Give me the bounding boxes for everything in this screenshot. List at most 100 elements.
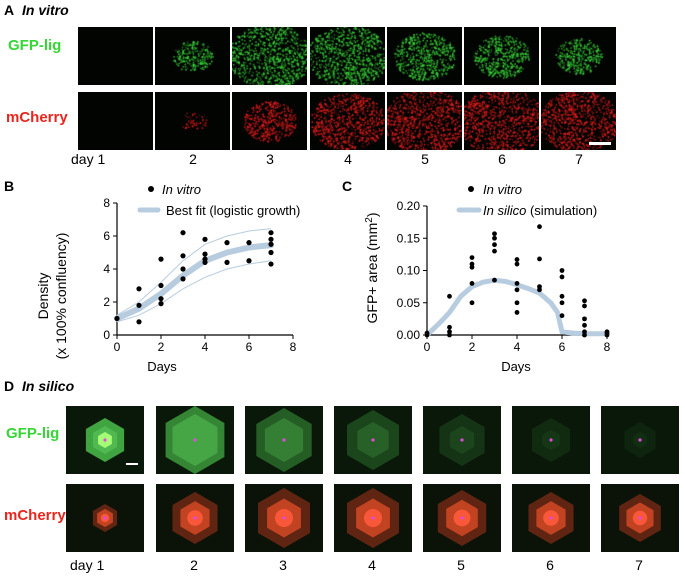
seed-marker xyxy=(103,516,107,520)
panel-b-data-point xyxy=(114,315,120,322)
panel-a-mcherry-image-day-5 xyxy=(387,92,462,150)
panel-d-gfp-sim-day-5 xyxy=(423,406,501,474)
panel-c-x-tick-label: 0 xyxy=(424,340,431,354)
panel-b-data-point xyxy=(180,230,186,236)
panel-a-mcherry-image-day-3 xyxy=(232,92,307,150)
panel-d-letter: D xyxy=(4,378,15,394)
scale-bar xyxy=(589,142,611,145)
panel-b-data-point xyxy=(202,256,208,262)
panel-c-ylabel: GFP+ area (mm2) xyxy=(364,213,380,324)
panel-a-mcherry-image-day-6 xyxy=(464,92,539,150)
seed-marker xyxy=(460,516,464,520)
panel-d-gfp-sim-day-6 xyxy=(512,406,590,474)
panel-c-data-point xyxy=(582,329,587,335)
panel-b-data-point xyxy=(180,253,186,259)
panel-d-day-label: 7 xyxy=(635,557,643,573)
panel-c-y-tick-label: 0.00 xyxy=(397,328,421,342)
panel-b-fit-upper-bound xyxy=(116,228,272,316)
panel-b-legend-bestfit: Best fit (logistic growth) xyxy=(166,203,300,218)
panel-b-ylabel-line2: (x 100% confluency) xyxy=(53,233,69,360)
panel-b-data-point xyxy=(158,256,164,262)
panel-b-y-tick-label: 2 xyxy=(103,295,110,309)
seed-marker xyxy=(103,438,107,442)
panel-b-data-point xyxy=(268,249,274,256)
panel-d-day-label: day 1 xyxy=(70,557,105,573)
panel-d-gfp-sim-day-2 xyxy=(156,406,234,474)
panel-c-x-tick-label: 8 xyxy=(604,340,611,354)
panel-b-data-point xyxy=(268,230,274,236)
panel-b-fit-line xyxy=(114,242,274,322)
panel-c-xlabel: Days xyxy=(501,359,531,374)
panel-b-data-point xyxy=(180,276,186,282)
panel-c-letter: C xyxy=(342,178,353,194)
panel-a-gfp-image-day-3 xyxy=(232,27,307,85)
panel-a-day-label: 4 xyxy=(344,151,352,167)
panel-b-y-tick-label: 4 xyxy=(103,262,110,276)
panel-a-day-label: day 1 xyxy=(71,151,106,167)
panel-c-x-tick-label: 6 xyxy=(559,340,566,354)
panel-a-mcherry-image-day-1 xyxy=(78,92,153,150)
panel-a-gfp-image-day-5 xyxy=(387,27,462,85)
panel-c-data-point xyxy=(559,268,565,273)
panel-b-data-point xyxy=(268,261,274,267)
panel-d-mcherry-sim-day-1 xyxy=(66,484,144,552)
panel-b-data-point xyxy=(136,286,142,292)
panel-b-data-point xyxy=(202,236,208,242)
panel-c-data-point xyxy=(559,274,565,280)
panel-a-gfp-image-day-7 xyxy=(541,27,616,85)
panel-b-data-point xyxy=(158,296,164,302)
panel-c-data-point xyxy=(514,300,520,306)
panel-c-data-point xyxy=(492,277,497,283)
panel-b-x-tick-label: 6 xyxy=(246,340,253,354)
panel-c-chart: GFP+ area (mm2) Days In vitro In silico … xyxy=(364,182,611,374)
panel-c-data-point xyxy=(447,324,452,330)
panel-a-day-label: 5 xyxy=(421,151,429,167)
panel-b-data-point xyxy=(268,241,274,247)
panel-a-mcherry-image-day-7 xyxy=(541,92,616,150)
panel-c-data-point xyxy=(492,235,497,241)
panel-b-data-point xyxy=(202,251,208,257)
panel-c-y-tick-label: 0.15 xyxy=(397,231,421,245)
panel-d-mcherry-sim-day-2 xyxy=(156,484,234,552)
panel-b-data-point xyxy=(268,236,274,242)
panel-b-data-point xyxy=(224,240,230,246)
panel-c-data-point xyxy=(582,298,587,304)
panel-c-data-point xyxy=(469,281,475,286)
panel-a-gfp-image-day-2 xyxy=(155,27,230,85)
panel-c-data-point xyxy=(559,313,565,319)
seed-marker xyxy=(282,516,286,520)
panel-d-row-label-gfp: GFP-lig xyxy=(6,425,60,442)
panel-c-data-point xyxy=(492,248,497,254)
panel-c-data-point xyxy=(582,303,587,309)
panel-c-data-point xyxy=(537,256,542,262)
seed-marker xyxy=(460,438,464,442)
panel-b-fit-lower-bound xyxy=(116,260,272,323)
seed-marker xyxy=(638,516,642,520)
panel-d-mcherry-sim-day-3 xyxy=(245,484,323,552)
panel-d-gfp-sim-day-1 xyxy=(66,406,144,474)
panel-b-data-point xyxy=(136,319,142,325)
panel-b-x-tick-label: 0 xyxy=(114,340,121,354)
panel-b-data-point xyxy=(158,301,164,307)
panel-b-data-point xyxy=(246,258,252,264)
panel-b-ylabel-line1: Density xyxy=(35,273,51,320)
panel-c-legend-insilico: In silico (simulation) xyxy=(483,203,597,218)
panel-c-data-point xyxy=(492,242,497,248)
panel-d-mcherry-sim-day-5 xyxy=(423,484,501,552)
seed-marker xyxy=(193,516,197,520)
panel-c-data-point xyxy=(514,287,520,293)
panel-c-legend-invitro: In vitro xyxy=(483,182,522,197)
panel-a-gfp-image-day-6 xyxy=(464,27,539,85)
seed-marker xyxy=(371,438,375,442)
panel-d-gfp-sim-day-4 xyxy=(334,406,412,474)
panel-d-title: In silico xyxy=(22,378,75,394)
panel-d-day-label: 2 xyxy=(190,557,198,573)
panel-b-y-tick-label: 8 xyxy=(103,196,110,210)
panel-a-mcherry-image-day-2 xyxy=(155,92,230,150)
panel-a-mcherry-image-day-4 xyxy=(310,92,385,150)
panel-c-data-point xyxy=(514,261,520,267)
seed-marker xyxy=(282,438,286,442)
seed-marker xyxy=(193,438,197,442)
panel-c-data-point xyxy=(492,231,497,237)
seed-marker xyxy=(549,438,553,442)
